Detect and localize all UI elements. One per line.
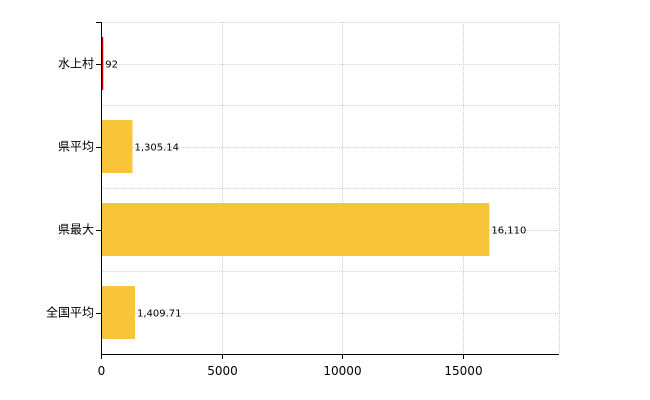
category-label-3: 全国平均 bbox=[46, 305, 94, 320]
data-label-3: 1,409.71 bbox=[137, 309, 182, 320]
x-tick-label-2: 10000 bbox=[323, 364, 361, 378]
data-label-1: 1,305.14 bbox=[134, 143, 179, 154]
x-tick-label-1: 5000 bbox=[207, 364, 238, 378]
category-label-1: 県平均 bbox=[58, 140, 94, 154]
category-label-0: 水上村 bbox=[58, 57, 94, 71]
bar-2 bbox=[101, 203, 490, 256]
bar-0 bbox=[101, 37, 104, 90]
x-tick-label-3: 15000 bbox=[444, 364, 482, 378]
data-label-0: 92 bbox=[105, 60, 118, 71]
grid-lines bbox=[101, 22, 560, 354]
bar-3 bbox=[101, 286, 135, 339]
labels: 92 水上村 1,305.14 県平均 16,110 県最大 1,409.71 全国平均 0 50… bbox=[46, 57, 526, 379]
category-label-2: 県最大 bbox=[58, 223, 94, 237]
bars bbox=[101, 37, 490, 339]
bar-1 bbox=[101, 120, 133, 173]
x-tick-label-0: 0 bbox=[98, 364, 106, 378]
axes bbox=[96, 22, 559, 359]
data-label-2: 16,110 bbox=[491, 226, 526, 237]
